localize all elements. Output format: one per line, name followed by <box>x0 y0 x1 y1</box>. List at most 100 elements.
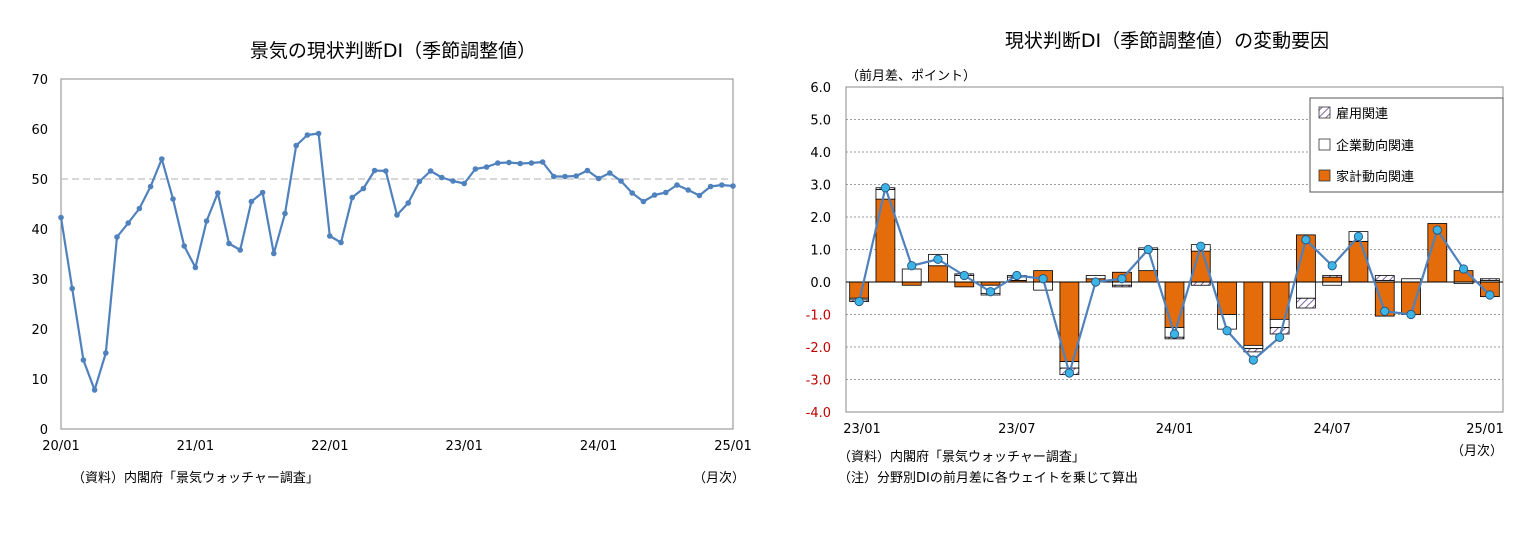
left-data-point <box>259 189 266 196</box>
left-x-tick-label: 21/01 <box>177 439 214 454</box>
legend-label-employment: 雇用関連 <box>1336 106 1388 122</box>
left-x-tick-labels: 20/01 21/01 22/01 23/01 24/01 25/01 <box>42 439 751 454</box>
right-y-tick-label: 5.0 <box>810 114 831 129</box>
left-x-tick-label: 24/01 <box>580 439 617 454</box>
right-method-note: （注）分野別DIの前月差に各ウェイトを乗じて算出 <box>838 470 1138 486</box>
left-data-point <box>573 173 579 179</box>
total-marker <box>1406 309 1416 320</box>
left-data-point <box>696 192 703 199</box>
left-data-point <box>651 192 658 198</box>
left-data-point <box>136 205 143 212</box>
left-data-point <box>80 357 87 363</box>
total-marker <box>1380 306 1390 316</box>
bar-household <box>1322 276 1343 283</box>
total-marker <box>1169 329 1180 339</box>
left-data-point <box>181 243 187 249</box>
total-marker <box>1222 326 1232 336</box>
total-marker <box>854 296 864 307</box>
right-y-tick-label: 3.0 <box>810 179 831 194</box>
di-change-factors-chart: 現状判断DI（季節調整値）の変動要因 （前月差、ポイント） -4.0 -3.0 -2… <box>806 30 1504 486</box>
left-data-point <box>360 185 367 192</box>
left-y-tick-label: 50 <box>31 173 48 188</box>
total-marker <box>1248 355 1258 365</box>
left-data-point <box>383 168 389 174</box>
total-line <box>858 186 1491 375</box>
right-y-tick-label: 4.0 <box>810 146 831 161</box>
total-marker <box>985 287 996 297</box>
left-data-point <box>517 160 523 167</box>
total-marker <box>1091 277 1101 287</box>
bar-household <box>1243 281 1264 346</box>
left-data-point <box>371 167 378 174</box>
bar-corporate <box>1296 281 1316 299</box>
left-data-point <box>506 159 512 166</box>
bar-household <box>849 281 870 299</box>
right-x-tick-label: 23/01 <box>843 422 880 437</box>
left-y-tick-label: 20 <box>31 323 48 338</box>
total-marker <box>1301 235 1311 245</box>
left-data-point <box>416 178 423 185</box>
total-marker <box>1432 225 1442 235</box>
total-marker <box>1485 290 1495 300</box>
left-data-point <box>147 183 154 190</box>
bar-household <box>1401 281 1421 315</box>
left-data-point <box>730 183 736 189</box>
bar-household <box>954 281 975 288</box>
right-series-total <box>854 183 1495 378</box>
right-x-tick-labels: 23/01 23/07 24/01 24/07 25/01 <box>843 422 1503 437</box>
left-y-tick-label: 10 <box>31 373 48 388</box>
left-series-line <box>59 132 734 392</box>
left-data-point <box>674 182 680 188</box>
left-data-point <box>707 183 714 190</box>
left-data-point <box>338 239 344 246</box>
left-x-unit-label: （月次） <box>693 470 745 486</box>
right-y-tick-label: -1.0 <box>806 309 831 324</box>
left-y-tick-labels: 0 10 20 30 40 50 60 70 <box>31 73 48 438</box>
bar-employment <box>1479 278 1500 281</box>
left-y-tick-label: 60 <box>31 123 48 138</box>
left-data-point <box>69 285 75 292</box>
left-data-point <box>607 170 613 176</box>
total-marker <box>1275 332 1285 342</box>
left-data-point <box>405 200 412 206</box>
left-y-tick-label: 40 <box>31 223 48 238</box>
total-marker <box>907 261 917 271</box>
left-data-point <box>495 160 501 166</box>
right-y-tick-label: 0.0 <box>810 276 831 291</box>
legend-label-corporate: 企業動向関連 <box>1336 138 1414 154</box>
left-data-point <box>427 168 434 174</box>
right-y-tick-label: -3.0 <box>806 374 831 389</box>
bar-corporate <box>1243 344 1264 350</box>
right-y-tick-label: -4.0 <box>806 406 831 421</box>
left-data-point <box>539 159 546 165</box>
left-data-point <box>192 264 199 271</box>
left-x-tick-label: 25/01 <box>714 439 751 454</box>
left-data-point <box>103 350 109 356</box>
right-x-unit-label: （月次） <box>1451 443 1503 459</box>
left-data-point <box>271 250 277 257</box>
left-data-point <box>203 218 210 224</box>
right-x-tick-label: 25/01 <box>1466 422 1503 437</box>
total-marker <box>933 254 943 264</box>
total-marker <box>1038 274 1048 284</box>
left-data-point <box>461 180 468 187</box>
left-data-point <box>584 167 591 174</box>
total-marker <box>1064 368 1074 378</box>
left-plot-area <box>60 78 734 430</box>
right-y-tick-label: 6.0 <box>810 81 831 96</box>
total-marker <box>880 183 891 193</box>
left-data-point <box>304 132 311 138</box>
total-marker <box>1117 274 1127 284</box>
left-data-point <box>226 240 232 247</box>
left-data-point <box>237 247 243 253</box>
left-data-point <box>618 178 624 184</box>
right-y-tick-labels: -4.0 -3.0 -2.0 -1.0 0.0 1.0 2.0 3.0 4.0 5.0 6.0 <box>806 81 831 421</box>
left-data-point <box>562 173 568 180</box>
left-series-di <box>58 130 736 393</box>
left-data-point <box>159 156 165 162</box>
di-line-chart: 景気の現状判断DI（季節調整値） 0 10 20 30 40 50 60 70 20/01 21… <box>31 40 751 486</box>
right-chart-panel: 現状判断DI（季節調整値）の変動要因 （前月差、ポイント） -4.0 -3.0 -2… <box>764 0 1528 530</box>
right-y-tick-label: 2.0 <box>810 211 831 226</box>
total-marker <box>1353 231 1364 242</box>
total-marker <box>959 270 969 281</box>
